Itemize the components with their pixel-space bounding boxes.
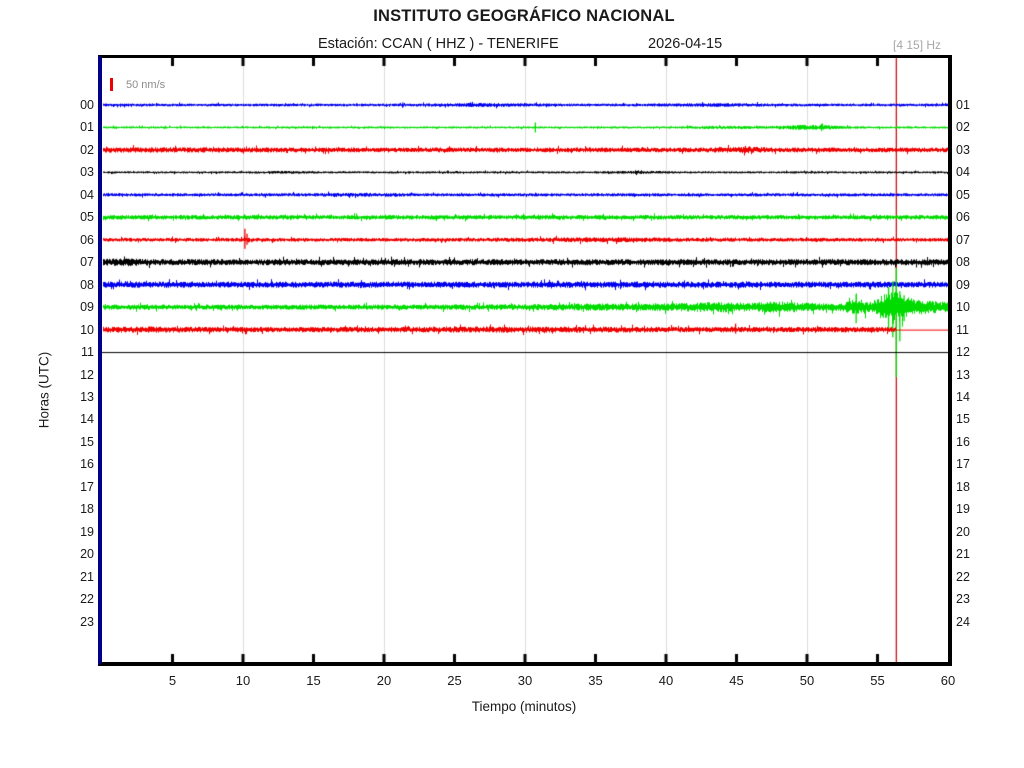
hour-label-left-00: 00 [58, 97, 94, 113]
hour-label-right-10: 10 [956, 299, 992, 315]
hour-label-left-13: 13 [58, 389, 94, 405]
hour-label-left-22: 22 [58, 591, 94, 607]
hour-label-right-09: 09 [956, 277, 992, 293]
hour-label-left-16: 16 [58, 456, 94, 472]
hour-label-right-21: 21 [956, 546, 992, 562]
y-axis-title: Horas (UTC) [37, 352, 52, 429]
helicorder-page: INSTITUTO GEOGRÁFICO NACIONAL Estación: … [0, 0, 1024, 768]
hour-label-right-01: 01 [956, 97, 992, 113]
hour-label-right-16: 16 [956, 434, 992, 450]
hour-label-left-19: 19 [58, 524, 94, 540]
hour-label-right-02: 02 [956, 119, 992, 135]
x-tick-label-15: 15 [294, 673, 334, 688]
hour-label-right-20: 20 [956, 524, 992, 540]
date-label: 2026-04-15 [648, 36, 722, 52]
hour-label-right-12: 12 [956, 344, 992, 360]
hour-label-left-04: 04 [58, 187, 94, 203]
filter-band-label: [4 15] Hz [893, 38, 941, 52]
x-tick-label-5: 5 [153, 673, 193, 688]
x-tick-label-60: 60 [928, 673, 968, 688]
x-tick-label-20: 20 [364, 673, 404, 688]
x-tick-label-50: 50 [787, 673, 827, 688]
hour-label-left-03: 03 [58, 164, 94, 180]
hour-label-right-07: 07 [956, 232, 992, 248]
x-axis-title: Tiempo (minutos) [100, 699, 948, 714]
hour-label-right-23: 23 [956, 591, 992, 607]
x-tick-label-45: 45 [717, 673, 757, 688]
hour-label-left-23: 23 [58, 614, 94, 630]
hour-label-left-01: 01 [58, 119, 94, 135]
hour-label-right-24: 24 [956, 614, 992, 630]
hour-label-right-19: 19 [956, 501, 992, 517]
hour-label-right-13: 13 [956, 367, 992, 383]
hour-label-right-18: 18 [956, 479, 992, 495]
hour-label-left-06: 06 [58, 232, 94, 248]
hour-label-left-18: 18 [58, 501, 94, 517]
hour-label-left-17: 17 [58, 479, 94, 495]
hour-label-left-14: 14 [58, 411, 94, 427]
hour-label-right-22: 22 [956, 569, 992, 585]
x-tick-label-40: 40 [646, 673, 686, 688]
hour-label-right-04: 04 [956, 164, 992, 180]
x-tick-label-55: 55 [858, 673, 898, 688]
hour-label-left-15: 15 [58, 434, 94, 450]
hour-label-right-03: 03 [956, 142, 992, 158]
hour-label-left-11: 11 [58, 344, 94, 360]
hour-label-right-17: 17 [956, 456, 992, 472]
hour-label-left-09: 09 [58, 299, 94, 315]
hour-label-left-05: 05 [58, 209, 94, 225]
hour-label-right-08: 08 [956, 254, 992, 270]
hour-label-left-10: 10 [58, 322, 94, 338]
hour-label-right-05: 05 [956, 187, 992, 203]
station-label: Estación: CCAN ( HHZ ) - TENERIFE [318, 36, 559, 52]
hour-label-right-06: 06 [956, 209, 992, 225]
hour-label-right-14: 14 [956, 389, 992, 405]
hour-label-left-08: 08 [58, 277, 94, 293]
x-tick-label-30: 30 [505, 673, 545, 688]
hour-label-right-15: 15 [956, 411, 992, 427]
page-title: INSTITUTO GEOGRÁFICO NACIONAL [100, 7, 948, 26]
scale-tick-icon [110, 78, 113, 91]
hour-label-left-02: 02 [58, 142, 94, 158]
seismogram-canvas [102, 58, 948, 662]
hour-label-left-07: 07 [58, 254, 94, 270]
hour-label-left-20: 20 [58, 546, 94, 562]
amplitude-scale-legend: 50 nm/s [110, 78, 165, 91]
x-tick-label-35: 35 [576, 673, 616, 688]
hour-label-right-11: 11 [956, 322, 992, 338]
x-tick-label-10: 10 [223, 673, 263, 688]
hour-label-left-12: 12 [58, 367, 94, 383]
x-tick-label-25: 25 [435, 673, 475, 688]
scale-label: 50 nm/s [126, 79, 165, 91]
hour-label-left-21: 21 [58, 569, 94, 585]
